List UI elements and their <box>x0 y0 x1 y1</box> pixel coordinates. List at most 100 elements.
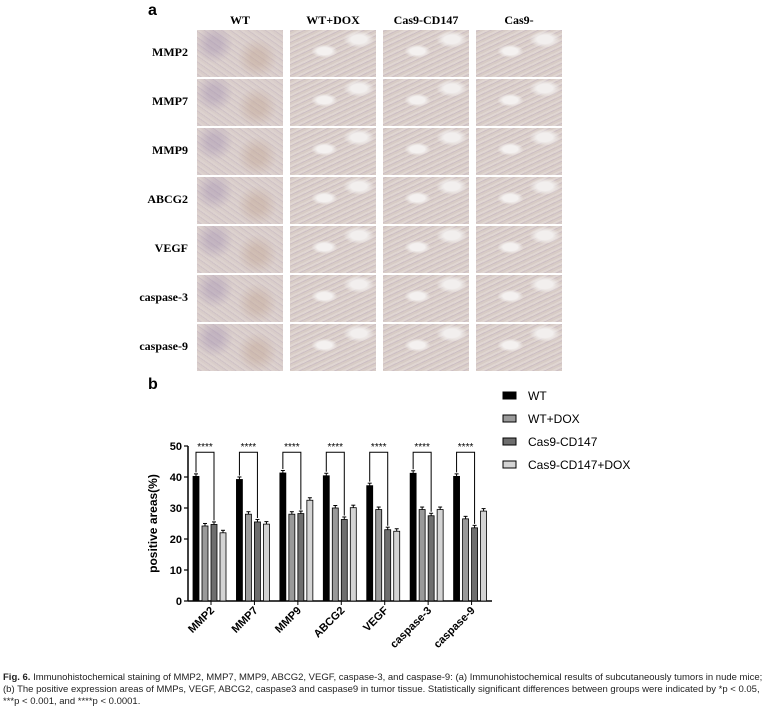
ihc-image <box>383 30 469 77</box>
ihc-image <box>290 177 376 224</box>
bar <box>340 519 348 602</box>
bar <box>236 479 243 602</box>
ihc-image <box>290 79 376 126</box>
significance-label: **** <box>414 442 430 453</box>
ihc-image <box>476 275 562 322</box>
figure-label: Fig. 6. <box>3 672 31 683</box>
significance-label: **** <box>241 442 257 453</box>
legend-label: WT+DOX <box>528 412 580 426</box>
bar-chart: 0 10 20 30 40 50 positive areas(%) **** MMP2 ****… <box>146 389 630 651</box>
column-header: Cas9-CD147 <box>393 13 459 27</box>
ihc-image <box>383 177 469 224</box>
x-tick-label: caspase-9 <box>432 605 478 651</box>
ihc-image <box>197 30 283 77</box>
ihc-image <box>290 30 376 77</box>
x-tick-label: caspase-3 <box>388 605 434 651</box>
ihc-image <box>197 177 283 224</box>
bar <box>210 524 218 602</box>
bar <box>453 475 460 602</box>
bar <box>418 509 426 602</box>
row-label: VEGF <box>154 241 188 255</box>
bar <box>245 513 252 602</box>
ihc-image <box>476 79 562 126</box>
bar <box>288 513 296 602</box>
ihc-image <box>383 324 469 371</box>
ihc-image <box>197 226 283 273</box>
y-tick-label: 50 <box>170 441 182 453</box>
row-label: caspase-3 <box>139 290 188 304</box>
y-tick-label: 0 <box>176 596 182 608</box>
bar <box>263 523 270 602</box>
legend-swatch <box>502 414 517 423</box>
significance-bracket <box>325 451 345 516</box>
y-tick-label: 40 <box>170 472 182 484</box>
ihc-image <box>197 79 283 126</box>
ihc-image <box>290 128 376 175</box>
ihc-image <box>476 226 562 273</box>
significance-bracket <box>456 451 476 524</box>
bar <box>349 507 357 602</box>
bar <box>192 475 200 602</box>
bar <box>480 510 487 602</box>
bar <box>254 521 261 602</box>
ihc-image <box>476 177 562 224</box>
legend-label: Cas9-CD147+DOX <box>528 458 630 472</box>
row-label: ABCG2 <box>147 192 188 206</box>
bar <box>297 513 305 602</box>
legend-label: Cas9-CD147 <box>528 435 598 449</box>
row-label: MMP2 <box>152 45 188 59</box>
x-tick-label: ABCG2 <box>312 605 348 641</box>
ihc-image <box>476 30 562 77</box>
bar <box>384 529 392 602</box>
bar <box>471 527 478 602</box>
significance-label: **** <box>371 442 387 453</box>
significance-label: **** <box>458 442 474 453</box>
y-tick-label: 30 <box>170 503 182 515</box>
y-tick-label: 10 <box>170 565 182 577</box>
significance-bracket <box>369 451 389 526</box>
bar <box>375 509 383 602</box>
ihc-image <box>290 275 376 322</box>
bar <box>462 518 469 602</box>
ihc-image <box>383 79 469 126</box>
figure-caption: Fig. 6. Immunohistochemical staining of … <box>3 672 768 708</box>
column-header: WT+DOX <box>306 13 360 27</box>
significance-bracket <box>195 451 215 521</box>
significance-bracket <box>412 451 432 512</box>
bar <box>306 499 314 602</box>
row-label: caspase-9 <box>139 339 188 353</box>
column-header: WT <box>229 13 250 27</box>
ihc-image <box>290 226 376 273</box>
ihc-image <box>476 128 562 175</box>
ihc-image <box>476 324 562 371</box>
significance-label: **** <box>284 442 300 453</box>
x-tick-label: MMP9 <box>273 605 304 636</box>
row-label: MMP7 <box>152 94 188 108</box>
ihc-image <box>383 128 469 175</box>
y-axis-label: positive areas(%) <box>146 474 160 573</box>
legend-swatch <box>502 460 517 469</box>
bar <box>219 532 227 602</box>
bar <box>436 509 444 602</box>
ihc-image <box>197 324 283 371</box>
y-tick-label: 20 <box>170 534 182 546</box>
legend-swatch <box>502 437 517 446</box>
ihc-image <box>383 275 469 322</box>
bar <box>427 515 435 602</box>
ihc-image <box>290 324 376 371</box>
legend-label: WT <box>528 389 547 403</box>
bar <box>366 485 374 602</box>
bar <box>201 525 209 602</box>
bar <box>322 475 330 602</box>
bar <box>409 472 417 602</box>
significance-label: **** <box>327 442 343 453</box>
significance-bracket <box>238 451 258 518</box>
ihc-image <box>197 275 283 322</box>
ihc-image <box>383 226 469 273</box>
caption-text: Immunohistochemical staining of MMP2, MM… <box>3 672 763 707</box>
legend-swatch <box>502 391 517 400</box>
panel-b-letter: b <box>148 376 158 393</box>
bar <box>331 507 339 602</box>
x-tick-label: MMP2 <box>186 605 217 636</box>
panel-a-letter: a <box>148 2 157 19</box>
